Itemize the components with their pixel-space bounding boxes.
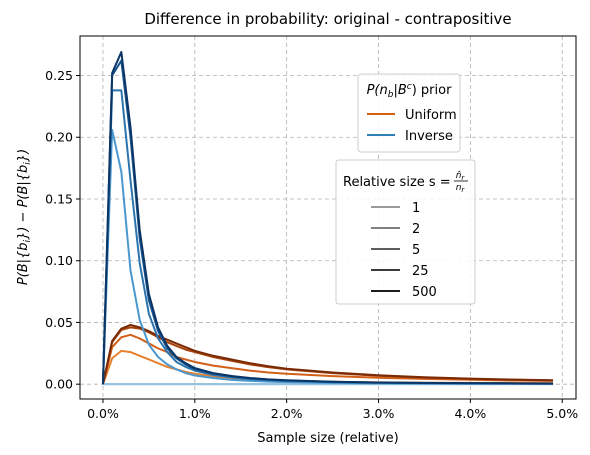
legend-size-25-label: 25 bbox=[412, 264, 429, 279]
y-label-part-2: }) − P(B|{ bbox=[16, 173, 31, 240]
x-tick-label: 4.0% bbox=[454, 406, 486, 421]
legend-size-denominator: nr bbox=[456, 183, 466, 194]
y-label-sub-1: i bbox=[23, 239, 33, 242]
series-lines bbox=[101, 51, 554, 386]
y-axis-ticks: 0.00 0.05 0.10 0.15 0.20 0.25 bbox=[45, 68, 80, 392]
y-tick-label: 0.15 bbox=[45, 191, 73, 206]
y-label-part-1: P(B|{b bbox=[16, 242, 31, 285]
y-tick-label: 0.10 bbox=[45, 253, 73, 268]
x-tick-label: 3.0% bbox=[363, 406, 395, 421]
y-label-sub-2: i bbox=[23, 162, 33, 165]
y-tick-label: 0.05 bbox=[45, 315, 73, 330]
legend-prior-title-4: c bbox=[407, 82, 412, 92]
series-line-2 bbox=[101, 333, 554, 385]
x-tick-label: 5.0% bbox=[546, 406, 578, 421]
legend-size-numerator: n̂r bbox=[456, 170, 466, 182]
legend-uniform-label: Uniform bbox=[405, 108, 457, 123]
legend-inverse-label: Inverse bbox=[405, 129, 453, 144]
x-axis-ticks: 0.0% 1.0% 2.0% 3.0% 4.0% 5.0% bbox=[87, 399, 578, 421]
legend-prior-title-3: |B bbox=[393, 83, 406, 98]
series-line-9 bbox=[101, 51, 554, 385]
chart-title: Difference in probability: original - co… bbox=[144, 10, 511, 28]
y-tick-label: 0.00 bbox=[45, 377, 73, 392]
legend-size-title-1: Relative size s = bbox=[343, 175, 451, 190]
legend-size-1-label: 1 bbox=[412, 201, 420, 216]
legend-size: Relative size s = n̂r nr 1 2 5 25 500 bbox=[335, 159, 476, 305]
svg-text:P(B|{bi}) − P(B|{bi}): P(B|{bi}) − P(B|{bi}) bbox=[16, 149, 33, 285]
y-axis-label: P(B|{bi}) − P(B|{bi}) bbox=[16, 149, 33, 285]
legend-size-2-label: 2 bbox=[412, 222, 420, 237]
plot-border bbox=[79, 35, 577, 400]
x-tick-label: 1.0% bbox=[179, 406, 211, 421]
legend-prior-title-1: P(n bbox=[367, 83, 388, 98]
y-label-part-4: }) bbox=[16, 149, 31, 162]
legend-size-box bbox=[335, 159, 476, 305]
x-tick-label: 2.0% bbox=[271, 406, 303, 421]
x-tick-label: 0.0% bbox=[87, 406, 119, 421]
plot-area bbox=[80, 36, 576, 399]
legend-prior-title-5: ) prior bbox=[412, 83, 452, 98]
y-tick-label: 0.25 bbox=[45, 68, 73, 83]
legend-prior-title: P(nb|Bc) prior bbox=[367, 82, 453, 100]
x-axis-label: Sample size (relative) bbox=[257, 431, 398, 446]
legend-prior-title-2: b bbox=[388, 90, 394, 100]
legend-size-title: Relative size s = bbox=[343, 175, 451, 190]
series-line-4 bbox=[101, 323, 554, 385]
legend-size-500-label: 500 bbox=[412, 285, 437, 300]
legend-prior: P(nb|Bc) prior Uniform Inverse bbox=[357, 73, 461, 153]
legend-size-5-label: 5 bbox=[412, 243, 420, 258]
legend-prior-box bbox=[357, 73, 461, 153]
y-tick-label: 0.20 bbox=[45, 130, 73, 145]
y-label-part-3: b bbox=[16, 165, 31, 173]
